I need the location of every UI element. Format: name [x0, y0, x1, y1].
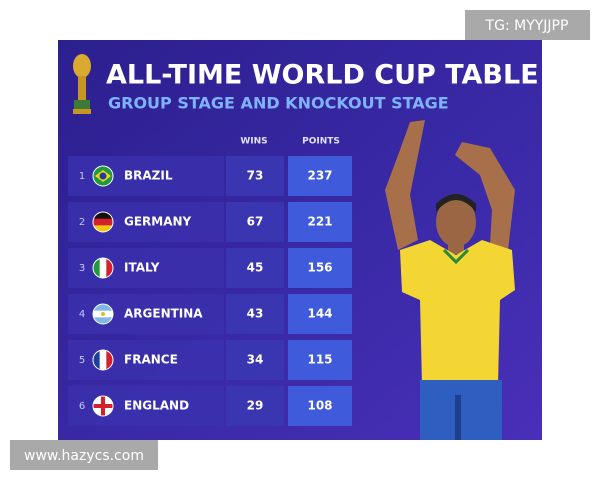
points: 108 — [307, 399, 332, 413]
wins: 43 — [247, 307, 264, 321]
flag-part — [93, 218, 113, 226]
country: ENGLAND — [124, 399, 189, 413]
flag-part — [93, 350, 101, 370]
flag — [93, 166, 113, 186]
flag-part — [93, 317, 113, 324]
points-cell — [288, 386, 352, 426]
points: 221 — [307, 215, 332, 229]
flag-part — [101, 312, 105, 316]
wins-cell — [226, 386, 284, 426]
flag-border — [92, 257, 114, 279]
rank: 3 — [79, 263, 85, 274]
wins: 67 — [247, 215, 264, 229]
flag-part — [99, 172, 107, 180]
rank: 4 — [79, 309, 85, 320]
column-header: WINS — [240, 137, 267, 147]
rank: 5 — [79, 355, 85, 366]
flag-part — [93, 404, 113, 408]
watermark-box — [10, 440, 158, 470]
country: BRAZIL — [124, 169, 173, 183]
wins-cell — [226, 156, 284, 196]
flag-border — [92, 165, 114, 187]
watermark: www.hazycs.com — [24, 448, 144, 464]
points: 115 — [307, 353, 332, 367]
column-header: POINTS — [302, 137, 340, 147]
trophy-icon — [73, 54, 91, 114]
flag — [93, 212, 113, 232]
flag-part — [106, 258, 113, 278]
flag-border — [92, 303, 114, 325]
flag — [93, 350, 113, 370]
points-cell — [288, 156, 352, 196]
subtitle: GROUP STAGE AND KNOCKOUT STAGE — [108, 94, 449, 113]
player-illustration — [385, 120, 515, 440]
flag-part — [99, 258, 107, 278]
flag-part — [93, 258, 101, 278]
flag-part — [93, 225, 113, 232]
wins-cell — [226, 340, 284, 380]
wins: 34 — [247, 353, 264, 367]
country: ITALY — [124, 261, 160, 275]
watermark-box — [465, 10, 590, 40]
points: 144 — [307, 307, 332, 321]
wins: 45 — [247, 261, 264, 275]
points-cell — [288, 294, 352, 334]
rank: 6 — [79, 401, 85, 412]
watermark: TG: MYYJJPP — [485, 18, 569, 34]
points-cell — [288, 202, 352, 242]
country: GERMANY — [124, 215, 192, 229]
wins-cell — [226, 202, 284, 242]
flag-part — [99, 350, 107, 370]
flag-border — [92, 349, 114, 371]
wins: 29 — [247, 399, 264, 413]
table: 1 BRAZIL 73 237 2 GERMANY 67 221 3 ITALY 45 156 4 ARG… — [68, 156, 352, 426]
flag-part — [93, 304, 113, 312]
points: 237 — [307, 169, 332, 183]
points-cell — [288, 340, 352, 380]
flag — [93, 304, 113, 324]
flag — [93, 396, 113, 416]
flag-border — [92, 211, 114, 233]
points: 156 — [307, 261, 332, 275]
flag-border — [92, 395, 114, 417]
country: FRANCE — [124, 353, 178, 367]
flag — [93, 258, 113, 278]
rank: 2 — [79, 217, 85, 228]
flag-part — [106, 350, 113, 370]
rank: 1 — [79, 171, 85, 182]
title: ALL-TIME WORLD CUP TABLE — [106, 60, 539, 91]
wins-cell — [226, 294, 284, 334]
country: ARGENTINA — [124, 307, 203, 321]
points-cell — [288, 248, 352, 288]
wins: 73 — [247, 169, 264, 183]
flag-part — [93, 212, 113, 220]
wins-cell — [226, 248, 284, 288]
